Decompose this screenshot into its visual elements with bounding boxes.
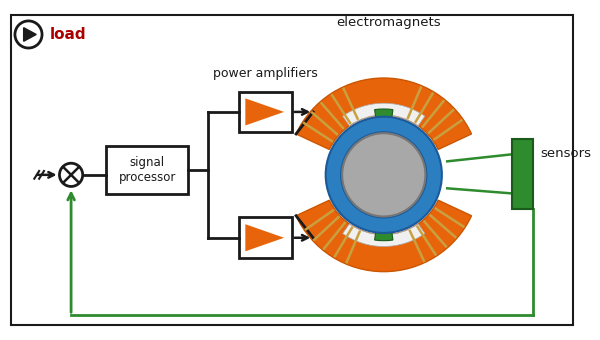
Wedge shape (343, 224, 425, 246)
Wedge shape (374, 232, 393, 241)
Wedge shape (296, 200, 472, 272)
Polygon shape (245, 98, 284, 125)
Bar (239, 218, 292, 258)
Bar (106, 146, 188, 194)
Polygon shape (23, 28, 36, 41)
Text: sensors: sensors (541, 147, 592, 160)
Bar (512, 139, 533, 209)
Text: signal
processor: signal processor (118, 156, 176, 184)
Text: power amplifiers: power amplifiers (213, 67, 317, 80)
Text: electromagnets: electromagnets (336, 16, 441, 29)
Text: load: load (50, 27, 86, 42)
Bar (239, 91, 292, 132)
Circle shape (342, 133, 425, 217)
Wedge shape (374, 109, 393, 117)
Wedge shape (343, 103, 425, 126)
Wedge shape (296, 78, 472, 150)
Wedge shape (326, 117, 442, 233)
Polygon shape (245, 224, 284, 251)
